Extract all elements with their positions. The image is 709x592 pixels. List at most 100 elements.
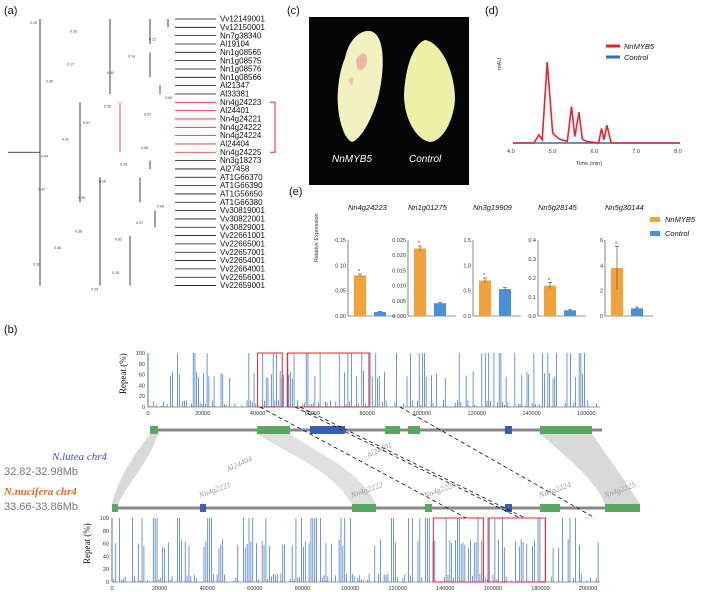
repeat-x-tick: 120000 [468, 411, 486, 417]
tree-branch-length-label: 0.12 [149, 38, 156, 42]
panel-label-a: (a) [4, 5, 17, 17]
qpcr-y-tick: 0.2 [528, 276, 536, 282]
tree-branch-length-label: 0.15 [120, 163, 127, 167]
nucifera-gene-block [112, 504, 118, 512]
synteny-dashed-link [399, 406, 596, 519]
tree-leaf-label: AT1G66390 [220, 181, 263, 190]
hplc-ylabel: mAU [497, 58, 503, 70]
tree-branch-length-label: 0.10 [112, 271, 119, 275]
qpcr-ylabel: Relative Expression [314, 213, 320, 262]
qpcr-y-tick: 0.3 [528, 257, 536, 263]
lutea-gene-block [310, 426, 345, 434]
repeat-x-tick: 60000 [305, 411, 320, 417]
repeat-highlight-box [287, 352, 371, 408]
repeat-x-tick: 120000 [388, 586, 406, 592]
tree-branch-length-label: 0.24 [91, 288, 98, 292]
qpcr-y-tick: 0.025 [392, 238, 406, 244]
tree-leaf-label: Vv22657001 [220, 248, 265, 257]
qpcr-bar-nnmyb5 [414, 248, 426, 316]
nnmyb5-petal [337, 30, 383, 142]
petal-pink-tint-2 [348, 77, 354, 86]
tree-leaf-label: Vv22659001 [220, 281, 265, 290]
qpcr-y-tick: 0.4 [528, 238, 536, 244]
hplc-x-tick: 8.0 [674, 149, 682, 155]
qpcr-legend-swatch-control [650, 231, 660, 236]
tree-branch-length-label: 0.09 [165, 96, 172, 100]
tree-leaf-label: Nn1g08576 [220, 65, 262, 74]
lutea-gene-block [540, 426, 592, 434]
tree-branch-length-label: 0.06 [157, 204, 164, 208]
tree-branch-length-label: 0.02 [115, 238, 122, 242]
hplc-chromatogram: mAU Time (min) 4.0 5.0 6.0 7.0 8.0 NnMYB5 Co… [497, 42, 682, 167]
nucifera-gene-block [540, 504, 560, 512]
phylogenetic-tree: Vv12149001Vv12150001Nn7g38340Al19104Nn1g… [8, 15, 276, 292]
qpcr-y-tick: 0.00 [335, 314, 346, 320]
tree-branch-length-label: 0.28 [75, 229, 82, 233]
repeat-y-tick: 0 [106, 580, 109, 586]
lutea-gene-block [150, 426, 158, 434]
qpcr-y-tick: 0.005 [392, 299, 406, 305]
qpcr-y-tick: 0.1 [528, 295, 536, 301]
qpcr-significance-marker: * [548, 278, 551, 284]
qpcr-group-title: Nn3g19909 [473, 203, 513, 212]
qpcr-y-tick: 0.5 [463, 289, 471, 295]
tree-branch-length-label: 0.40 [107, 71, 114, 75]
tree-leaf-label: Nn1g08575 [220, 56, 262, 65]
tree-leaf-label: AT1G66370 [220, 173, 263, 182]
tree-branch-length-label: 0.14 [128, 54, 135, 58]
tree-leaf-label: Al33381 [220, 90, 250, 99]
repeat-x-tick: 20000 [152, 586, 167, 592]
tree-branch-length-label: 0.46 [54, 246, 61, 250]
repeat-y-tick: 20 [103, 567, 109, 573]
nucifera-gene-block [505, 504, 512, 512]
qpcr-y-tick: 0.05 [335, 289, 346, 295]
tree-leaf-label: Nn4g24222 [220, 123, 262, 132]
repeat-plot-nucifera: 0 20 40 60 80 100 0 20000 40000 60000 80000 100000 1… [82, 516, 600, 592]
tree-leaf-label: AT1G56650 [220, 190, 263, 199]
qpcr-bar-control [374, 311, 386, 316]
repeat-y-tick: 20 [139, 394, 145, 400]
nucifera-gene-block [605, 504, 640, 512]
qpcr-significance-marker: * [615, 241, 618, 247]
repeat-ylabel: Repeat (%) [82, 523, 92, 564]
qpcr-y-tick: 0.15 [335, 238, 346, 244]
qpcr-bar-control [434, 303, 446, 316]
qpcr-y-tick: 0.0 [528, 314, 536, 320]
qpcr-group-title: Nn5g30144 [605, 203, 644, 212]
repeat-x-tick: 140000 [436, 586, 454, 592]
tree-leaf-label: Vv22654001 [220, 256, 265, 265]
qpcr-legend-control: Control [665, 229, 690, 238]
lutea-gene-label: Al24404 [224, 454, 253, 474]
panel-label-b: (b) [4, 324, 17, 336]
qpcr-y-tick: 0.010 [392, 284, 406, 290]
petal-pink-tint [356, 53, 368, 70]
repeat-plot-lutea: 0 20 40 60 80 100 0 20000 40000 60000 80000 100000 1… [118, 351, 600, 417]
qpcr-group-title: Nn5g28145 [538, 203, 578, 212]
tree-branch-length-label: 0.03 [38, 188, 45, 192]
tree-leaf-label: Nn7g38340 [220, 31, 262, 40]
tree-branch-length-label: 0.16 [99, 179, 106, 183]
photo-label-control: Control [409, 154, 442, 165]
repeat-highlight-box [432, 517, 484, 583]
tree-leaf-label: Nn1g08566 [220, 73, 262, 82]
repeat-y-tick: 60 [139, 373, 145, 379]
tree-leaf-label: Vv22665001 [220, 240, 265, 249]
qpcr-bar-control [499, 289, 511, 316]
tree-branch-length-label: 0.41 [62, 138, 69, 142]
qpcr-bar-nnmyb5 [544, 285, 556, 316]
qpcr-bar-nnmyb5 [611, 267, 623, 316]
synteny-ribbon-middle [257, 434, 376, 504]
nucifera-title: N.nucifera chr4 [3, 486, 77, 498]
repeat-y-tick: 80 [103, 529, 109, 535]
repeat-x-tick: 20000 [195, 411, 210, 417]
panel-label-c: (c) [287, 5, 300, 17]
tree-highlight-bracket [270, 101, 276, 153]
nucifera-gene-block [200, 504, 206, 512]
repeat-x-tick: 160000 [484, 586, 502, 592]
hplc-x-tick: 5.0 [549, 149, 557, 155]
tree-branch-length-label: 0.04 [41, 154, 48, 158]
qpcr-significance-marker: * [358, 269, 361, 275]
tree-leaf-label: Nn1g08565 [220, 48, 262, 57]
repeat-x-tick: 0 [110, 586, 113, 592]
